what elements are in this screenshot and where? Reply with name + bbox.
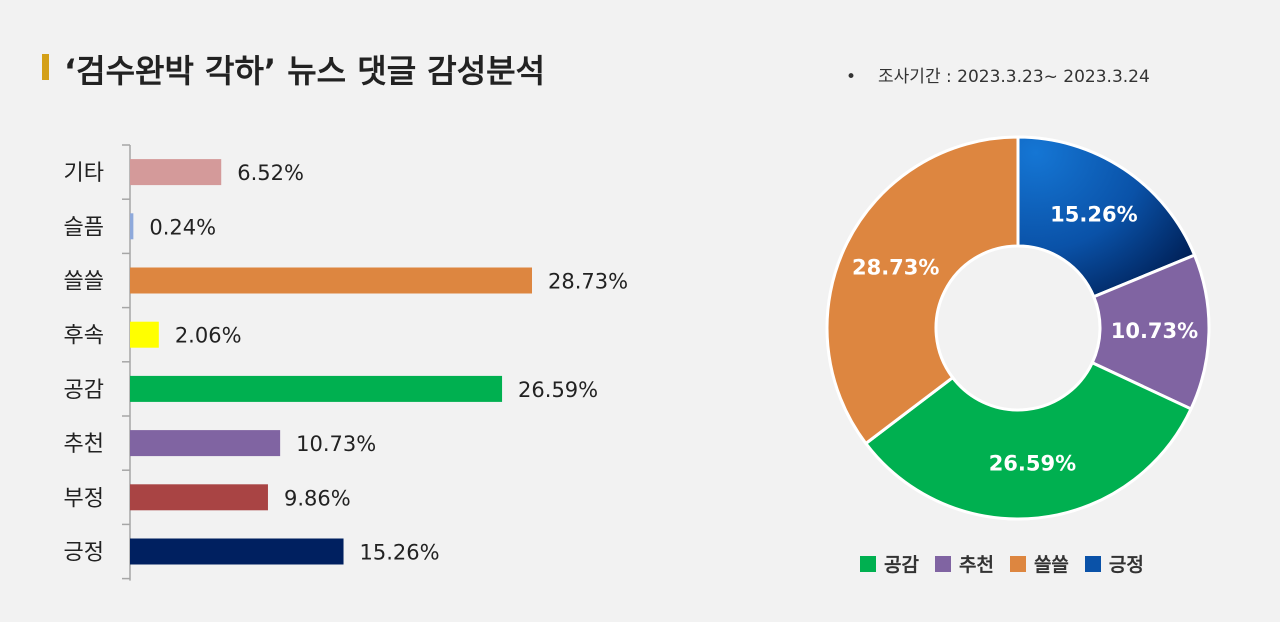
donut-slice — [863, 360, 1194, 521]
bar — [130, 321, 159, 348]
legend-swatch — [1084, 555, 1101, 572]
donut-slice — [825, 135, 1020, 446]
bar-chart: 기타 6.52% 슬픔 0.24% 쓸쓸 28.73% 후속 2.06% 공감 26.59% 추천 1… — [64, 144, 628, 581]
legend-label: 공감 — [884, 554, 919, 576]
legend-item: 추천 — [934, 550, 994, 577]
title-marker — [42, 54, 49, 80]
bar-category-label: 부정 — [64, 486, 104, 511]
legend-swatch — [860, 555, 876, 572]
legend-item: 공감 — [860, 550, 919, 577]
donut-slice — [1016, 135, 1197, 299]
bar-category-label: 슬픔 — [64, 215, 104, 240]
bar-category-label: 쓸쓸 — [64, 270, 104, 295]
legend-label: 추천 — [958, 554, 994, 576]
bar-data-label: 0.24% — [149, 215, 216, 239]
bar — [130, 267, 532, 294]
bar-data-label: 26.59% — [518, 378, 598, 402]
bar-data-label: 15.26% — [360, 541, 440, 565]
bar-data-label: 10.73% — [296, 432, 376, 456]
legend-label: 긍정 — [1108, 554, 1144, 576]
bar-category-label: 후속 — [64, 324, 104, 349]
survey-period: • 조사기간 : 2023.3.23~ 2023.3.24 — [846, 62, 1150, 87]
bar-data-label: 28.73% — [548, 270, 628, 294]
bar-data-label: 9.86% — [284, 486, 351, 510]
legend-label: 쓸쓸 — [1033, 554, 1069, 576]
page-title: ‘검수완박 각하’ 뉴스 댓글 감성분석 — [64, 52, 546, 90]
bar — [130, 375, 503, 402]
legend-item: 쓸쓸 — [1009, 550, 1069, 577]
bar — [130, 430, 281, 457]
bar-category-label: 기타 — [64, 161, 104, 186]
donut-data-label: 10.73% — [1111, 319, 1198, 343]
bar-data-label: 6.52% — [237, 161, 304, 185]
period-text: 조사기간 : 2023.3.23~ 2023.3.24 — [878, 67, 1150, 87]
bar — [130, 538, 344, 565]
bar-category-label: 추천 — [64, 432, 104, 457]
bar-data-label: 2.06% — [175, 324, 242, 348]
donut-legend: 공감 추천 쓸쓸 긍정 — [860, 550, 1144, 577]
period-bullet: • — [846, 67, 857, 87]
bar — [130, 213, 134, 240]
donut-data-label: 28.73% — [852, 255, 939, 279]
bar — [130, 159, 222, 186]
legend-item: 긍정 — [1084, 550, 1144, 577]
bar-category-label: 긍정 — [64, 541, 104, 566]
legend-swatch — [934, 555, 951, 572]
bar-category-label: 공감 — [64, 378, 104, 403]
legend-swatch — [1009, 555, 1026, 572]
donut-data-label: 26.59% — [989, 452, 1076, 476]
bar — [130, 484, 268, 511]
donut-data-label: 15.26% — [1050, 203, 1137, 227]
